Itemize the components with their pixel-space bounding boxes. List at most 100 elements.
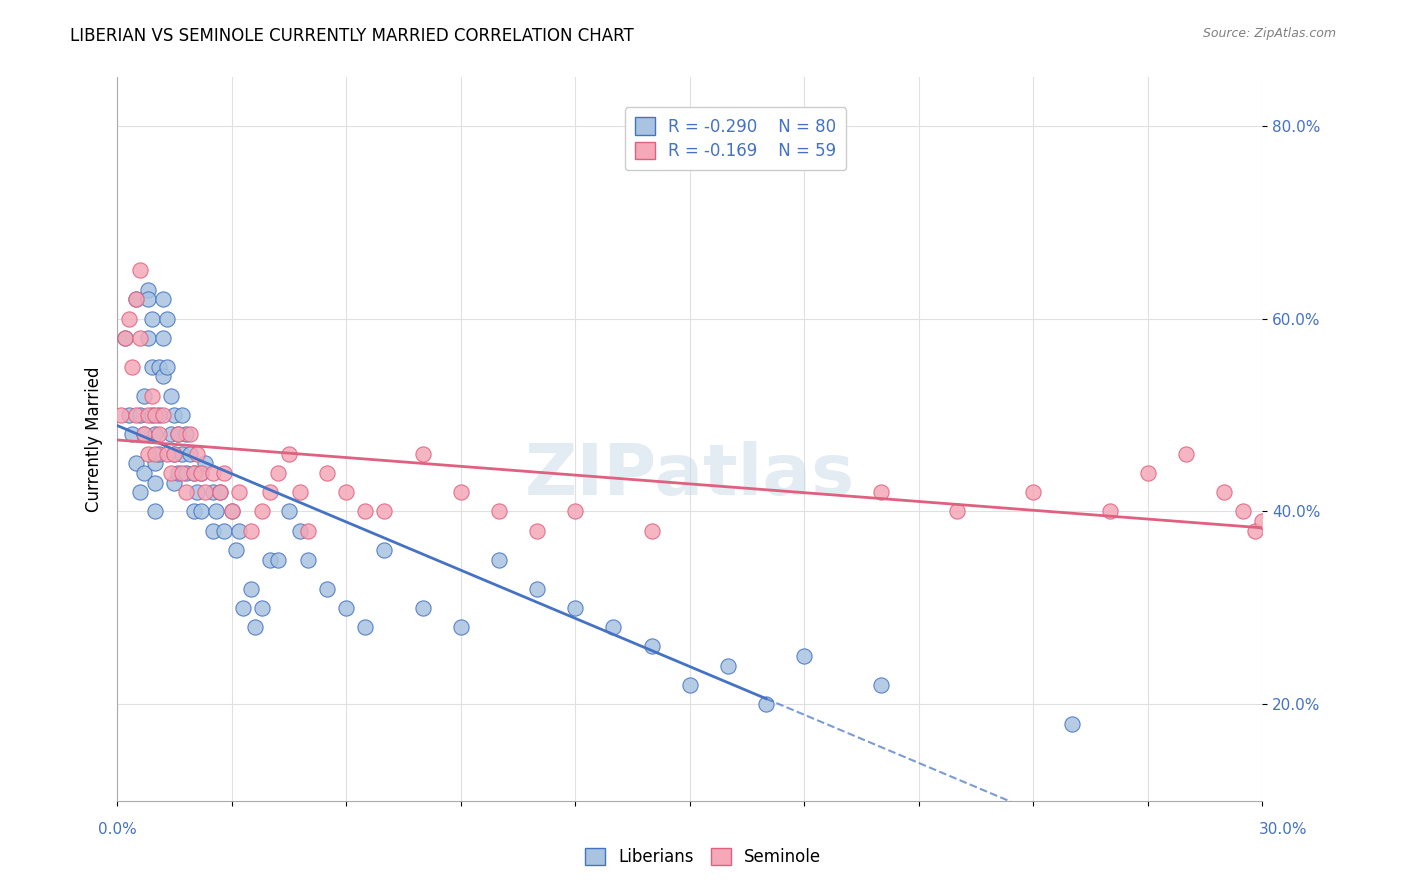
Legend: R = -0.290    N = 80, R = -0.169    N = 59: R = -0.290 N = 80, R = -0.169 N = 59 xyxy=(624,107,846,170)
Point xyxy=(1098,504,1121,518)
Point xyxy=(163,408,186,422)
Point xyxy=(172,466,194,480)
Point xyxy=(148,427,170,442)
Text: ZIPatlas: ZIPatlas xyxy=(524,441,855,509)
Point xyxy=(141,389,163,403)
Point xyxy=(354,620,377,634)
Point xyxy=(450,485,472,500)
Point xyxy=(179,427,201,442)
Point xyxy=(174,466,197,480)
Point xyxy=(278,504,301,518)
Point xyxy=(159,389,181,403)
Point xyxy=(172,408,194,422)
Point xyxy=(129,263,152,277)
Point xyxy=(136,408,159,422)
Point xyxy=(148,359,170,374)
Point xyxy=(266,466,288,480)
Point xyxy=(125,292,148,306)
Point xyxy=(145,504,167,518)
Point xyxy=(152,408,174,422)
Point xyxy=(163,475,186,490)
Point xyxy=(183,466,205,480)
Point xyxy=(201,466,224,480)
Point xyxy=(335,485,357,500)
Point xyxy=(186,446,208,460)
Point xyxy=(114,331,136,345)
Point xyxy=(163,446,186,460)
Point xyxy=(232,600,254,615)
Point xyxy=(793,649,815,664)
Point xyxy=(141,311,163,326)
Point xyxy=(141,408,163,422)
Point xyxy=(129,485,152,500)
Point xyxy=(159,427,181,442)
Point xyxy=(221,504,243,518)
Point xyxy=(167,466,190,480)
Point xyxy=(225,543,247,558)
Point xyxy=(136,331,159,345)
Point xyxy=(145,446,167,460)
Point xyxy=(640,524,662,538)
Point xyxy=(117,408,139,422)
Point xyxy=(1060,716,1083,731)
Point xyxy=(297,524,319,538)
Point xyxy=(1136,466,1159,480)
Point xyxy=(179,446,201,460)
Point xyxy=(152,292,174,306)
Point xyxy=(259,552,281,566)
Point xyxy=(145,456,167,470)
Point xyxy=(125,408,148,422)
Point xyxy=(201,485,224,500)
Point xyxy=(205,504,228,518)
Point xyxy=(121,359,143,374)
Point xyxy=(156,446,179,460)
Point xyxy=(602,620,624,634)
Point xyxy=(186,485,208,500)
Text: 30.0%: 30.0% xyxy=(1260,822,1308,837)
Point xyxy=(412,446,434,460)
Point xyxy=(564,600,586,615)
Point xyxy=(278,446,301,460)
Point xyxy=(148,408,170,422)
Point xyxy=(526,582,548,596)
Point xyxy=(297,552,319,566)
Point xyxy=(239,582,262,596)
Point xyxy=(946,504,969,518)
Point xyxy=(316,582,339,596)
Y-axis label: Currently Married: Currently Married xyxy=(86,367,103,512)
Point xyxy=(172,446,194,460)
Point xyxy=(117,311,139,326)
Point xyxy=(488,504,510,518)
Point xyxy=(145,427,167,442)
Point xyxy=(152,331,174,345)
Point xyxy=(221,504,243,518)
Point xyxy=(290,485,312,500)
Point xyxy=(121,427,143,442)
Point xyxy=(679,678,702,692)
Point xyxy=(755,698,778,712)
Point xyxy=(1232,504,1254,518)
Point xyxy=(228,485,250,500)
Point xyxy=(290,524,312,538)
Point xyxy=(145,408,167,422)
Point xyxy=(194,456,217,470)
Point xyxy=(148,446,170,460)
Point xyxy=(156,359,179,374)
Point xyxy=(183,466,205,480)
Point xyxy=(201,524,224,538)
Point xyxy=(869,485,891,500)
Point xyxy=(316,466,339,480)
Point xyxy=(564,504,586,518)
Point xyxy=(129,408,152,422)
Point xyxy=(212,466,235,480)
Point xyxy=(110,408,132,422)
Point xyxy=(239,524,262,538)
Point xyxy=(190,466,212,480)
Point xyxy=(114,331,136,345)
Point xyxy=(243,620,266,634)
Point xyxy=(167,427,190,442)
Point xyxy=(145,475,167,490)
Point xyxy=(152,369,174,384)
Point xyxy=(1022,485,1045,500)
Point xyxy=(1213,485,1236,500)
